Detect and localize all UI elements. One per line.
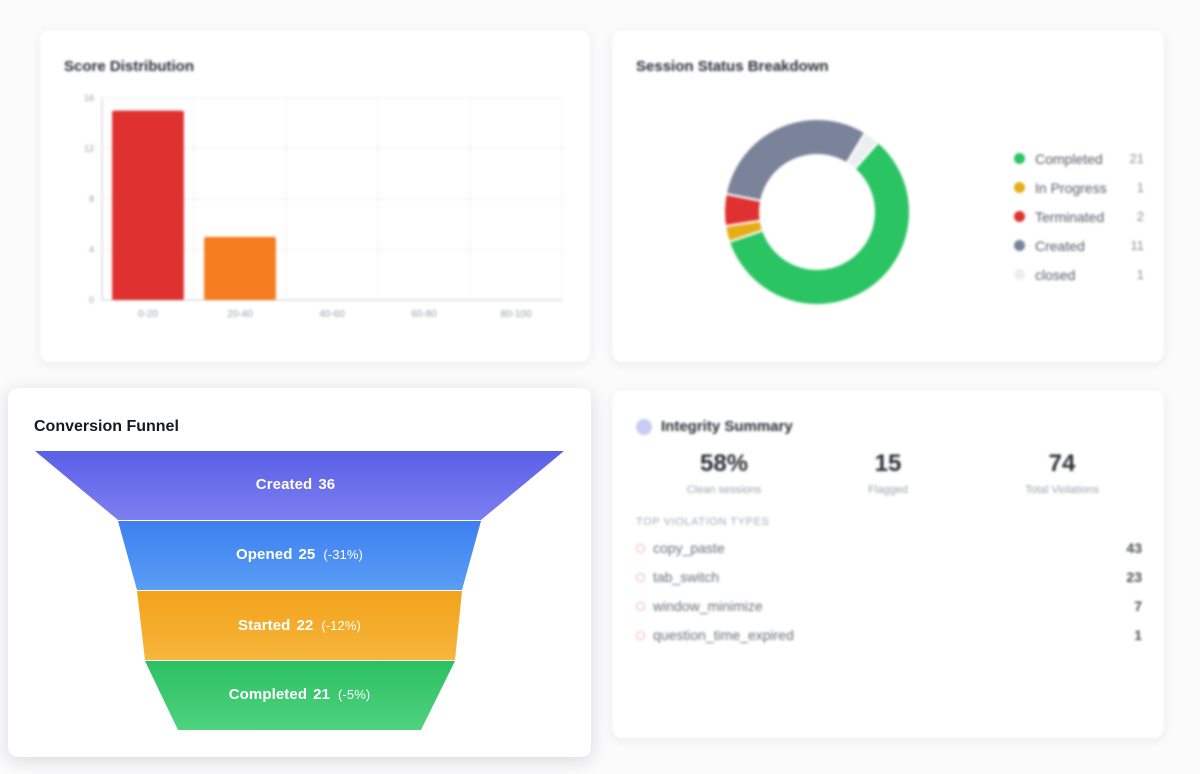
funnel-stage-value: 21 [313, 686, 330, 703]
funnel-band [118, 521, 481, 590]
funnel-stage-opened[interactable]: Opened 25 (-31%) [8, 546, 591, 563]
session-status-legend: Completed 21 In Progress 1 Terminated 2 … [1014, 144, 1144, 289]
shield-icon [636, 418, 652, 435]
integrity-summary-header: Integrity Summary [636, 418, 793, 435]
legend-label: Completed [1035, 150, 1103, 167]
donut-slice [845, 131, 880, 171]
violation-row: copy_paste 43 [636, 540, 1142, 556]
violations-section-title: TOP VIOLATION TYPES [636, 516, 770, 528]
violation-name: copy_paste [653, 540, 725, 556]
funnel-stage-delta: (-31%) [323, 547, 363, 562]
legend-count: 1 [1136, 267, 1144, 282]
stat-total-violations: 74 Total Violations [982, 450, 1142, 496]
bar [112, 110, 184, 300]
violation-dot-icon [636, 572, 645, 582]
bar [204, 236, 276, 300]
x-tick-label: 60-80 [411, 309, 437, 320]
legend-dot [1014, 182, 1025, 193]
legend-label: closed [1035, 266, 1076, 283]
conversion-funnel-card: Conversion Funnel Created 36 Opened 25 (-31… [8, 388, 591, 757]
legend-dot [1014, 153, 1025, 164]
funnel-stage-started[interactable]: Started 22 (-12%) [8, 617, 591, 634]
legend-label: Created [1035, 237, 1085, 254]
legend-count: 11 [1130, 238, 1145, 253]
violation-row: question_time_expired 1 [636, 627, 1142, 643]
funnel-stage-label: Created [255, 476, 313, 493]
session-status-donut [723, 118, 911, 306]
x-tick-label: 80-100 [500, 309, 532, 320]
y-tick-label: 12 [84, 144, 94, 154]
violation-count: 7 [1134, 598, 1142, 614]
funnel-stage-label: Started [238, 617, 291, 634]
stat-flagged: 15 Flagged [808, 450, 968, 496]
x-tick-label: 20-40 [227, 309, 253, 320]
funnel-band [35, 451, 564, 520]
legend-item-completed[interactable]: Completed 21 [1014, 144, 1144, 173]
stat-label: Flagged [868, 484, 908, 496]
funnel-stage-label: Completed [228, 686, 308, 703]
y-tick-label: 4 [89, 245, 94, 255]
violation-name: question_time_expired [653, 627, 794, 643]
violation-name: window_minimize [653, 598, 763, 614]
stat-value: 58% [699, 450, 749, 477]
legend-item-closed[interactable]: closed 1 [1014, 260, 1144, 289]
donut-slice [727, 140, 911, 306]
x-tick-label: 40-60 [319, 309, 345, 320]
funnel-stage-created[interactable]: Created 36 [8, 476, 591, 493]
funnel-stage-value: 36 [318, 476, 336, 493]
stat-label: Clean sessions [686, 484, 762, 496]
session-status-title: Session Status Breakdown [636, 58, 829, 75]
funnel-stage-value: 25 [298, 546, 316, 563]
violation-dot-icon [636, 601, 645, 611]
funnel-stage-delta: (-12%) [321, 618, 361, 633]
funnel-stage-delta: (-5%) [338, 687, 371, 702]
funnel-stage-label: Opened [236, 546, 293, 563]
legend-item-terminated[interactable]: Terminated 2 [1014, 202, 1144, 231]
funnel-stage-completed[interactable]: Completed 21 (-5%) [8, 686, 591, 703]
integrity-summary-card: Integrity Summary 58% Clean sessions 15 … [612, 390, 1164, 738]
conversion-funnel-chart [35, 451, 564, 730]
legend-count: 2 [1136, 209, 1144, 224]
score-distribution-card: Score Distribution 0 4 8 12 16 0-20 20-40 40-60… [40, 30, 590, 362]
y-tick-label: 0 [89, 295, 94, 305]
violation-count: 23 [1126, 569, 1142, 585]
legend-label: In Progress [1035, 179, 1107, 196]
funnel-stage-value: 22 [296, 617, 314, 634]
legend-dot [1014, 211, 1025, 222]
violation-row: tab_switch 23 [636, 569, 1142, 585]
score-distribution-title: Score Distribution [64, 58, 195, 75]
y-tick-label: 16 [84, 93, 94, 103]
stat-value: 15 [874, 450, 902, 477]
x-tick-label: 0-20 [138, 309, 158, 320]
legend-label: Terminated [1035, 208, 1105, 225]
violation-dot-icon [636, 630, 645, 640]
y-tick-label: 8 [89, 194, 94, 204]
stat-clean-sessions: 58% Clean sessions [644, 450, 804, 496]
funnel-band [137, 591, 462, 660]
conversion-funnel-title: Conversion Funnel [34, 418, 179, 435]
legend-item-in-progress[interactable]: In Progress 1 [1014, 173, 1144, 202]
donut-slice [724, 118, 867, 203]
legend-count: 1 [1136, 180, 1144, 195]
session-status-card: Session Status Breakdown Completed 21 In… [612, 30, 1164, 362]
violation-dot-icon [636, 543, 645, 553]
legend-count: 21 [1129, 151, 1144, 166]
violation-count: 43 [1126, 540, 1142, 556]
score-distribution-chart: 0 4 8 12 16 0-20 20-40 40-60 60-80 80-100 [84, 93, 563, 320]
legend-item-created[interactable]: Created 11 [1014, 231, 1144, 260]
legend-dot [1014, 269, 1025, 280]
violation-count: 1 [1134, 627, 1142, 643]
violation-name: tab_switch [653, 569, 720, 585]
funnel-band [145, 661, 455, 730]
stat-label: Total Violations [1025, 484, 1099, 496]
stat-value: 74 [1048, 450, 1076, 477]
legend-dot [1014, 240, 1025, 251]
integrity-summary-title: Integrity Summary [661, 418, 793, 435]
violation-row: window_minimize 7 [636, 598, 1142, 614]
